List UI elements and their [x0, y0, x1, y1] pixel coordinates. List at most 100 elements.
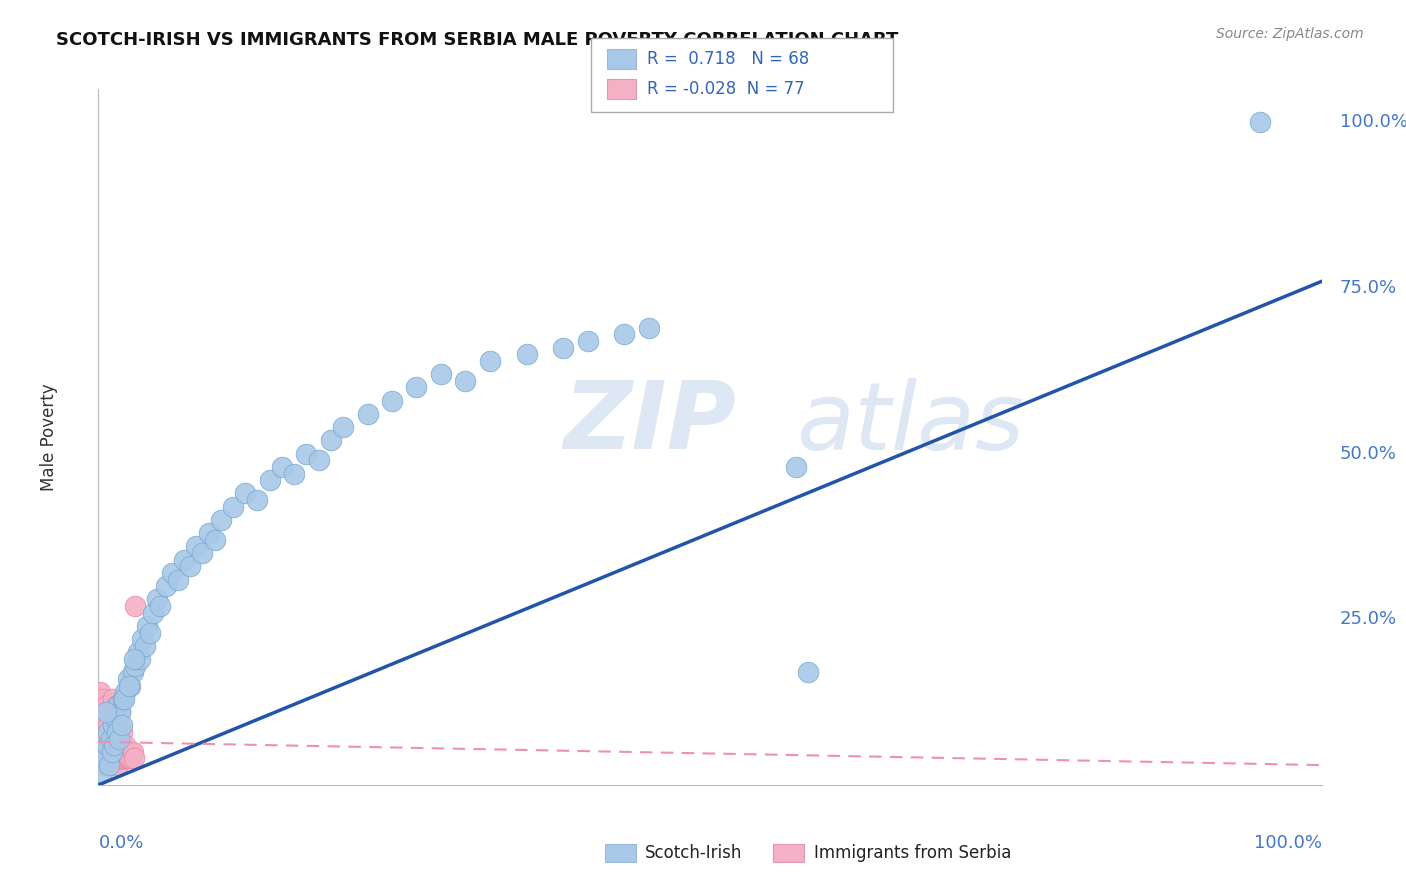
- Point: [105, 751, 128, 765]
- Point: [405, 380, 427, 394]
- Point: [120, 751, 142, 765]
- Point: [295, 447, 318, 461]
- Point: [197, 526, 219, 541]
- Point: [107, 758, 129, 772]
- Point: [89, 751, 111, 765]
- Point: [101, 691, 124, 706]
- Point: [96, 751, 118, 765]
- Point: [104, 758, 127, 772]
- Point: [112, 691, 135, 706]
- Point: [121, 665, 143, 680]
- Point: [173, 552, 195, 566]
- Text: 100.0%: 100.0%: [1340, 113, 1406, 131]
- Point: [155, 579, 177, 593]
- Text: 100.0%: 100.0%: [1254, 834, 1322, 852]
- Text: 0.0%: 0.0%: [98, 834, 143, 852]
- Point: [108, 738, 131, 752]
- Point: [100, 738, 122, 752]
- Point: [89, 685, 111, 699]
- Point: [114, 685, 136, 699]
- Point: [91, 731, 114, 746]
- Point: [308, 453, 330, 467]
- Point: [110, 745, 132, 759]
- Point: [101, 758, 124, 772]
- Point: [94, 758, 117, 772]
- Point: [124, 599, 146, 613]
- Point: [246, 493, 269, 508]
- Point: [110, 705, 132, 719]
- Point: [1249, 115, 1271, 129]
- Point: [89, 731, 111, 746]
- Point: [94, 738, 117, 752]
- Point: [179, 559, 201, 574]
- Point: [93, 751, 115, 765]
- Point: [124, 658, 146, 673]
- Point: [97, 718, 120, 732]
- Point: [127, 645, 149, 659]
- Point: [139, 625, 162, 640]
- Point: [105, 725, 128, 739]
- Point: [93, 731, 115, 746]
- Point: [105, 731, 128, 746]
- Point: [91, 712, 114, 726]
- Point: [117, 745, 139, 759]
- Point: [103, 712, 125, 726]
- Point: [134, 639, 156, 653]
- Point: [146, 592, 169, 607]
- Point: [101, 745, 124, 759]
- Point: [100, 758, 122, 772]
- Point: [122, 751, 145, 765]
- Point: [259, 473, 281, 487]
- Point: [98, 751, 121, 765]
- Point: [104, 712, 127, 726]
- Point: [91, 691, 114, 706]
- Point: [381, 393, 404, 408]
- Point: [117, 745, 139, 759]
- Point: [103, 738, 125, 752]
- Point: [120, 745, 142, 759]
- Point: [204, 533, 226, 547]
- Point: [118, 679, 141, 693]
- Point: [91, 764, 114, 779]
- Point: [103, 751, 125, 765]
- Point: [515, 347, 537, 361]
- Point: [91, 751, 114, 765]
- Point: [90, 725, 112, 739]
- Point: [553, 341, 575, 355]
- Point: [131, 632, 153, 647]
- Point: [142, 606, 165, 620]
- Point: [90, 705, 112, 719]
- Point: [101, 725, 124, 739]
- Point: [91, 738, 114, 752]
- Point: [97, 718, 120, 732]
- Point: [613, 327, 636, 342]
- Text: Source: ZipAtlas.com: Source: ZipAtlas.com: [1216, 27, 1364, 41]
- Point: [478, 354, 501, 368]
- Point: [332, 420, 354, 434]
- Point: [785, 459, 807, 474]
- Text: atlas: atlas: [796, 377, 1024, 468]
- Point: [100, 705, 122, 719]
- Point: [637, 320, 661, 334]
- Point: [94, 731, 117, 746]
- Text: ZIP: ZIP: [564, 377, 737, 469]
- Text: R =  0.718   N = 68: R = 0.718 N = 68: [647, 50, 808, 68]
- Point: [103, 731, 125, 746]
- Point: [430, 367, 453, 381]
- Point: [111, 725, 134, 739]
- Point: [111, 745, 134, 759]
- Point: [91, 758, 114, 772]
- Point: [96, 738, 118, 752]
- Point: [136, 619, 159, 633]
- Point: [111, 745, 134, 759]
- Point: [111, 751, 134, 765]
- Text: 50.0%: 50.0%: [1340, 444, 1398, 463]
- Point: [104, 731, 127, 746]
- Text: 25.0%: 25.0%: [1340, 610, 1398, 628]
- Point: [91, 725, 114, 739]
- Point: [118, 751, 141, 765]
- Point: [98, 738, 121, 752]
- Point: [149, 599, 172, 613]
- Point: [93, 751, 115, 765]
- Point: [107, 738, 129, 752]
